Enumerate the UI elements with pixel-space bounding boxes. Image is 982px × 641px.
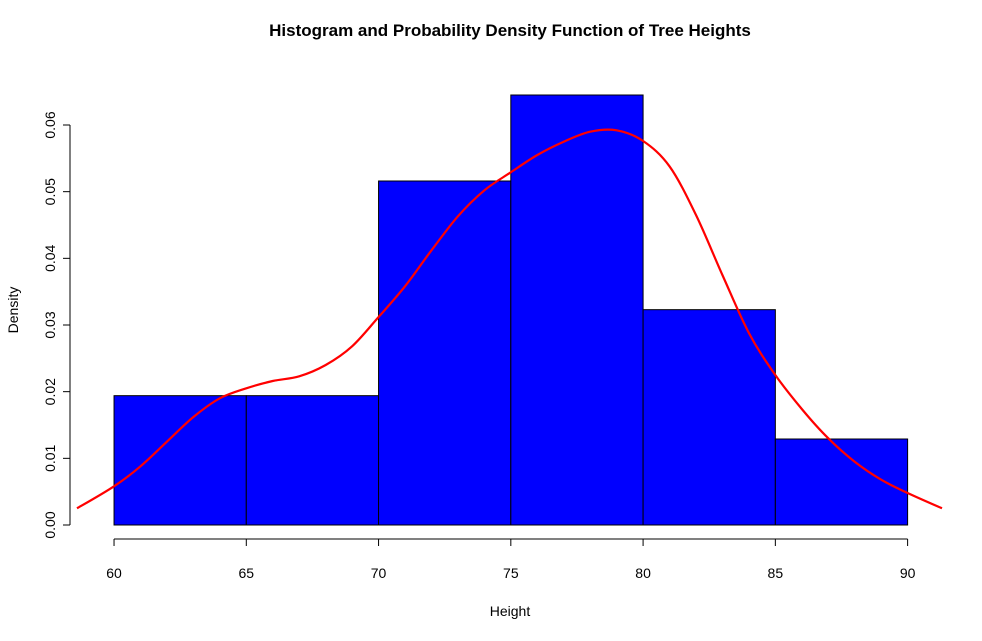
x-tick-label: 90 (900, 565, 916, 581)
x-tick-label: 85 (768, 565, 784, 581)
y-tick-label: 0.01 (42, 444, 58, 471)
density-curve-group (76, 128, 943, 510)
y-tick-label: 0.02 (42, 378, 58, 405)
histogram-bar-1 (113, 395, 247, 526)
histogram-bar-4 (510, 94, 644, 526)
histogram-bar-3 (378, 180, 512, 526)
y-axis-label: Density (5, 287, 21, 334)
histogram-bars (113, 94, 909, 526)
y-tick-label: 0.04 (42, 244, 58, 271)
y-tick-label: 0.00 (42, 511, 58, 538)
density-curve (76, 128, 943, 510)
x-axis: 60 65 70 75 80 85 90 (106, 538, 916, 581)
y-tick-label: 0.06 (42, 111, 58, 138)
x-tick-label: 80 (635, 565, 651, 581)
x-axis-label: Height (490, 603, 531, 619)
x-tick-label: 60 (106, 565, 122, 581)
chart-title: Histogram and Probability Density Functi… (269, 21, 751, 40)
histogram-bar-2 (245, 395, 380, 526)
x-tick-label: 75 (503, 565, 519, 581)
y-tick-label: 0.03 (42, 311, 58, 338)
x-tick-label: 65 (239, 565, 255, 581)
histogram-bar-5 (642, 309, 776, 526)
x-tick-label: 70 (371, 565, 387, 581)
y-axis: 0.00 0.01 0.02 0.03 0.04 0.05 0.06 (42, 111, 71, 539)
y-tick-label: 0.05 (42, 178, 58, 205)
